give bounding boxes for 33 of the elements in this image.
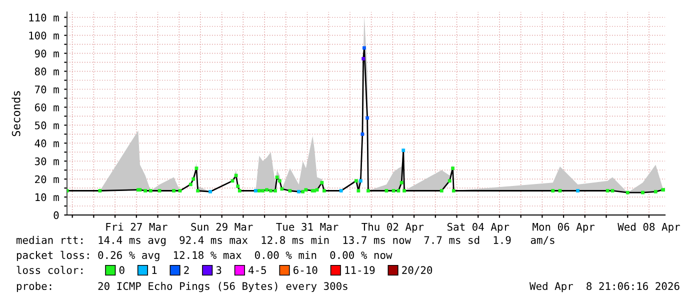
y-tick-label: 50 m	[35, 121, 59, 130]
x-tick-label: Sat 04 Apr	[447, 222, 510, 233]
y-tick-label: 10 m	[36, 193, 59, 202]
legend-label: 2	[184, 266, 189, 274]
y-tick-label: 100 m	[29, 32, 59, 40]
text: Wed Apr 8 21:06:16 2026	[529, 282, 680, 292]
x-tick-label: Wed 08 Apr	[618, 222, 680, 233]
y-tick-label: 0	[54, 211, 59, 220]
y-tick-label: 110 m	[29, 14, 59, 22]
y-tick-label: 30 m	[34, 157, 59, 166]
y-tick-label: 20 m	[35, 175, 59, 184]
y-tick-label: 60 m	[34, 103, 59, 112]
text: packet loss: 0.26 % avg 12.18 % max 0.00 % min 0.00 % now	[16, 250, 392, 262]
legend-label: 6-10	[294, 266, 318, 274]
y-tick-label: 40 m	[34, 139, 59, 148]
legend-title: loss color:	[16, 266, 82, 274]
legend-label: 11-19	[345, 266, 375, 274]
y-tick-label: 70 m	[34, 86, 59, 94]
y-axis-title: Seconds	[12, 91, 20, 136]
text: median rtt: 14.4 ms avg 92.4 ms max 12.8 ms min 13.7 ms now 7.7 ms sd 1.9 am/s	[16, 236, 554, 246]
legend-label: 3	[216, 266, 222, 274]
x-tick-label: Sun 29 Mar	[191, 222, 253, 231]
legend-label: 0	[119, 266, 124, 274]
x-tick-label: Fri 27 Mar	[106, 222, 168, 231]
y-tick-label: 80 m	[34, 68, 59, 76]
y-tick-label: 90 m	[34, 50, 59, 58]
x-tick-label: Mon 06 Apr	[532, 222, 595, 233]
text: probe: 20 ICMP Echo Pings (56 Bytes) every 300s	[16, 282, 348, 292]
x-tick-label: Tue 31 Mar	[276, 222, 338, 231]
legend-label: 20/20	[402, 266, 432, 275]
legend-label: 4-5	[248, 266, 266, 274]
legend-label: 1	[152, 266, 157, 274]
x-tick-label: Thu 02 Apr	[362, 222, 424, 233]
